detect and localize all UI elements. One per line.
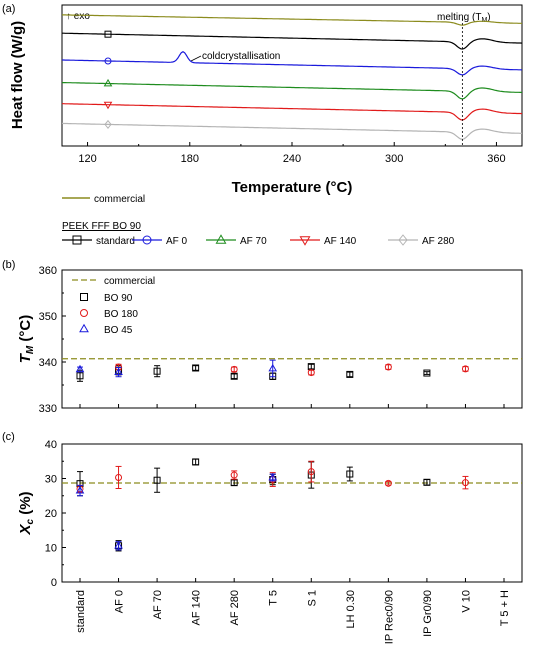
legend-label-3: AF 140 — [324, 236, 357, 247]
category-label-6: S 1 — [306, 590, 318, 607]
a-xtick-label-3: 300 — [385, 153, 403, 165]
point-2-1-1 — [115, 473, 123, 481]
ytick-label-1-2: 350 — [39, 311, 57, 323]
category-label-11: T 5 + H — [499, 590, 511, 626]
trace-marker-1 — [104, 30, 112, 38]
category-label-10: V 10 — [460, 590, 472, 613]
point-2-1-2 — [230, 471, 238, 479]
ytick-label-1-1: 340 — [39, 357, 57, 369]
point-2-2-2 — [268, 472, 278, 481]
legend-b-label-0: BO 90 — [104, 293, 133, 304]
panel-a-label: (a) — [2, 3, 15, 15]
trace-5 — [61, 122, 522, 140]
coldcryst-annotation: coldcrystallisation — [202, 51, 280, 62]
legend-marker-2 — [215, 234, 227, 244]
point-1-1-4 — [461, 365, 469, 373]
legend-label-4: AF 280 — [422, 236, 455, 247]
panel-b-label: (b) — [2, 259, 15, 271]
point-2-0-2 — [153, 476, 161, 484]
melting-annotation: melting (TM) — [437, 12, 491, 24]
ytick-label-2-1: 10 — [45, 543, 57, 555]
ytick-label-2-2: 20 — [45, 508, 57, 520]
ytick-label-2-3: 30 — [45, 474, 57, 486]
point-1-2-0 — [75, 364, 85, 373]
trace-4 — [62, 103, 523, 121]
panel-b: (b) 330 340 350 360 commercial BO 90 BO 180 BO … — [2, 259, 523, 415]
point-1-0-4 — [230, 372, 238, 380]
legend-label-0: standard — [96, 236, 135, 247]
point-2-0-7 — [346, 470, 354, 478]
trace-marker-3 — [103, 78, 113, 87]
trace-marker-4 — [103, 101, 113, 110]
trace-0 — [62, 14, 522, 26]
point-1-1-2 — [307, 369, 315, 377]
point-1-0-0 — [76, 372, 84, 380]
legend-marker-4 — [398, 234, 408, 246]
point-1-2-2 — [268, 363, 278, 372]
panel-c-frame — [61, 443, 523, 583]
point-1-0-8 — [423, 369, 431, 377]
exo-annotation: ↑ exo — [66, 11, 90, 22]
point-1-0-3 — [192, 364, 200, 372]
point-2-0-8 — [423, 478, 431, 486]
panel-b-ylabel: TM (°C) — [17, 315, 36, 364]
panel-c-ylabel: Xc (%) — [17, 491, 36, 535]
legend-b-label-1: BO 180 — [104, 309, 138, 320]
point-2-1-4 — [307, 468, 315, 476]
a-xtick-label-1: 180 — [181, 153, 199, 165]
a-xtick-label-4: 360 — [487, 153, 505, 165]
legend-b-marker-1 — [80, 309, 88, 317]
point-1-1-1 — [230, 365, 238, 373]
legend-b-marker-0 — [80, 293, 88, 301]
legend-marker-3 — [299, 236, 311, 246]
trace-1 — [62, 32, 523, 50]
ytick-label-1-0: 330 — [39, 403, 57, 415]
category-label-1: AF 0 — [114, 590, 126, 613]
legend-marker-1 — [142, 235, 152, 245]
trace-3 — [62, 82, 522, 100]
ytick-label-1-3: 360 — [39, 265, 57, 277]
coldcryst-arrow — [190, 55, 202, 62]
category-label-7: LH 0.30 — [345, 590, 357, 629]
category-label-0: standard — [75, 590, 87, 633]
point-2-0-3 — [192, 458, 200, 466]
ytick-label-2-4: 40 — [45, 439, 57, 451]
ytick-label-2-0: 0 — [51, 577, 57, 589]
panel-c-label: (c) — [2, 431, 15, 443]
trace-2 — [62, 50, 523, 76]
point-2-1-5 — [384, 479, 392, 487]
category-label-3: AF 140 — [191, 590, 203, 625]
point-2-2-0 — [75, 485, 85, 494]
point-1-2-1 — [114, 367, 123, 376]
category-label-8: IP Rec0/90 — [383, 590, 395, 644]
legend-commercial-label: commercial — [94, 194, 145, 205]
panel-c: (c) 0 10 20 30 40 standard AF 0 AF 70 AF 140 AF 2… — [2, 431, 523, 644]
legend-label-1: AF 0 — [166, 236, 188, 247]
category-label-2: AF 70 — [152, 590, 164, 619]
point-2-2-1 — [114, 541, 123, 549]
legend-b-marker-2 — [79, 323, 89, 333]
category-label-5: T 5 — [268, 590, 280, 606]
legend-b-commercial-label: commercial — [104, 276, 155, 287]
point-1-1-3 — [384, 363, 392, 371]
legend-marker-0 — [72, 235, 82, 245]
legend-label-2: AF 70 — [240, 236, 267, 247]
point-2-1-6 — [461, 479, 469, 487]
trace-marker-2 — [104, 57, 112, 65]
a-xtick-label-0: 120 — [78, 153, 96, 165]
trace-marker-5 — [104, 119, 112, 129]
panel-a-xlabel: Temperature (°C) — [232, 179, 353, 196]
legend-b-label-2: BO 45 — [104, 325, 133, 336]
panel-a-legend: commercial PEEK FFF BO 90 standard AF 0 AF… — [62, 194, 455, 247]
point-1-0-2 — [153, 367, 161, 375]
legend-group-title: PEEK FFF BO 90 — [62, 221, 141, 232]
category-label-4: AF 280 — [229, 590, 241, 625]
panel-a: (a) ↑ exo melting (TM) coldcrystallisati… — [2, 3, 523, 196]
category-label-9: IP Gr0/90 — [422, 590, 434, 637]
panel-b-frame — [61, 269, 523, 409]
a-xtick-label-2: 240 — [283, 153, 301, 165]
panel-a-ylabel: Heat flow (W/g) — [9, 21, 26, 129]
point-1-0-7 — [346, 370, 354, 378]
